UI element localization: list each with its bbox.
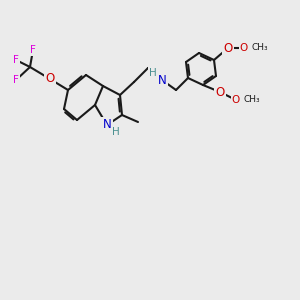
Text: H: H: [112, 127, 120, 137]
Text: O: O: [232, 95, 240, 105]
Text: F: F: [13, 75, 19, 85]
Text: F: F: [30, 45, 36, 55]
Text: N: N: [158, 74, 166, 86]
Text: O: O: [240, 43, 248, 53]
Text: H: H: [149, 68, 157, 78]
Text: CH₃: CH₃: [252, 44, 268, 52]
Text: F: F: [13, 55, 19, 65]
Text: CH₃: CH₃: [244, 95, 261, 104]
Text: N: N: [103, 118, 111, 131]
Text: O: O: [45, 73, 55, 85]
Text: O: O: [224, 41, 232, 55]
Text: O: O: [215, 85, 225, 98]
